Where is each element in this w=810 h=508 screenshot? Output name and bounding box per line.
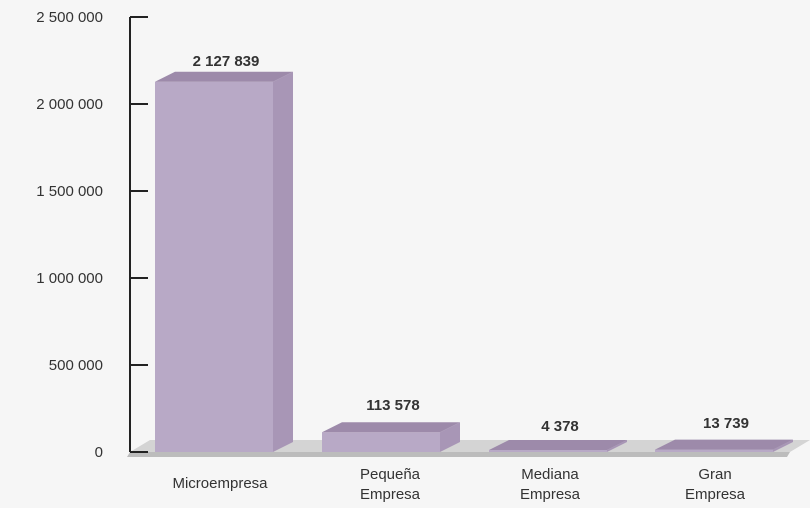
bar xyxy=(489,440,627,452)
bar-side xyxy=(607,440,627,452)
bar xyxy=(655,439,793,452)
bar-top xyxy=(655,439,793,450)
x-tick-label: Gran Empresa xyxy=(685,466,746,503)
y-tick-label: 2 500 000 xyxy=(36,9,103,26)
value-label: 4 378 xyxy=(541,418,579,435)
bar xyxy=(322,422,460,452)
x-tick-label: Mediana Empresa xyxy=(520,466,581,503)
bar-top xyxy=(155,71,293,82)
x-tick-label: Microempresa xyxy=(172,475,268,492)
y-tick-label: 1 500 000 xyxy=(36,183,103,200)
y-tick-label: 2 000 000 xyxy=(36,96,103,113)
bar-side xyxy=(440,422,460,452)
bar-front xyxy=(322,432,440,452)
bar-front xyxy=(489,450,607,452)
floor-plane xyxy=(130,440,810,452)
labels: 2 127 839 113 578 4 378 13 739 Microempresa P… xyxy=(172,53,748,503)
floor-edge xyxy=(127,452,790,457)
value-label: 2 127 839 xyxy=(193,53,260,70)
bars xyxy=(155,71,793,452)
bar-top xyxy=(489,440,627,450)
value-label: 13 739 xyxy=(703,415,749,432)
value-label: 113 578 xyxy=(366,397,419,414)
bar-top xyxy=(322,422,460,433)
bar xyxy=(155,71,293,452)
y-axis: 0 500 000 1 000 000 1 500 000 2 000 000 2 500… xyxy=(36,9,148,461)
bar-side xyxy=(773,439,793,452)
chart-floor xyxy=(127,440,810,457)
y-tick-label: 0 xyxy=(95,444,103,461)
y-tick-label: 1 000 000 xyxy=(36,270,103,287)
x-tick-label: Pequeña Empresa xyxy=(360,466,421,503)
bar-side xyxy=(273,71,293,452)
bar-front xyxy=(155,81,273,452)
y-tick-label: 500 000 xyxy=(49,357,103,374)
bar-front xyxy=(655,449,773,452)
